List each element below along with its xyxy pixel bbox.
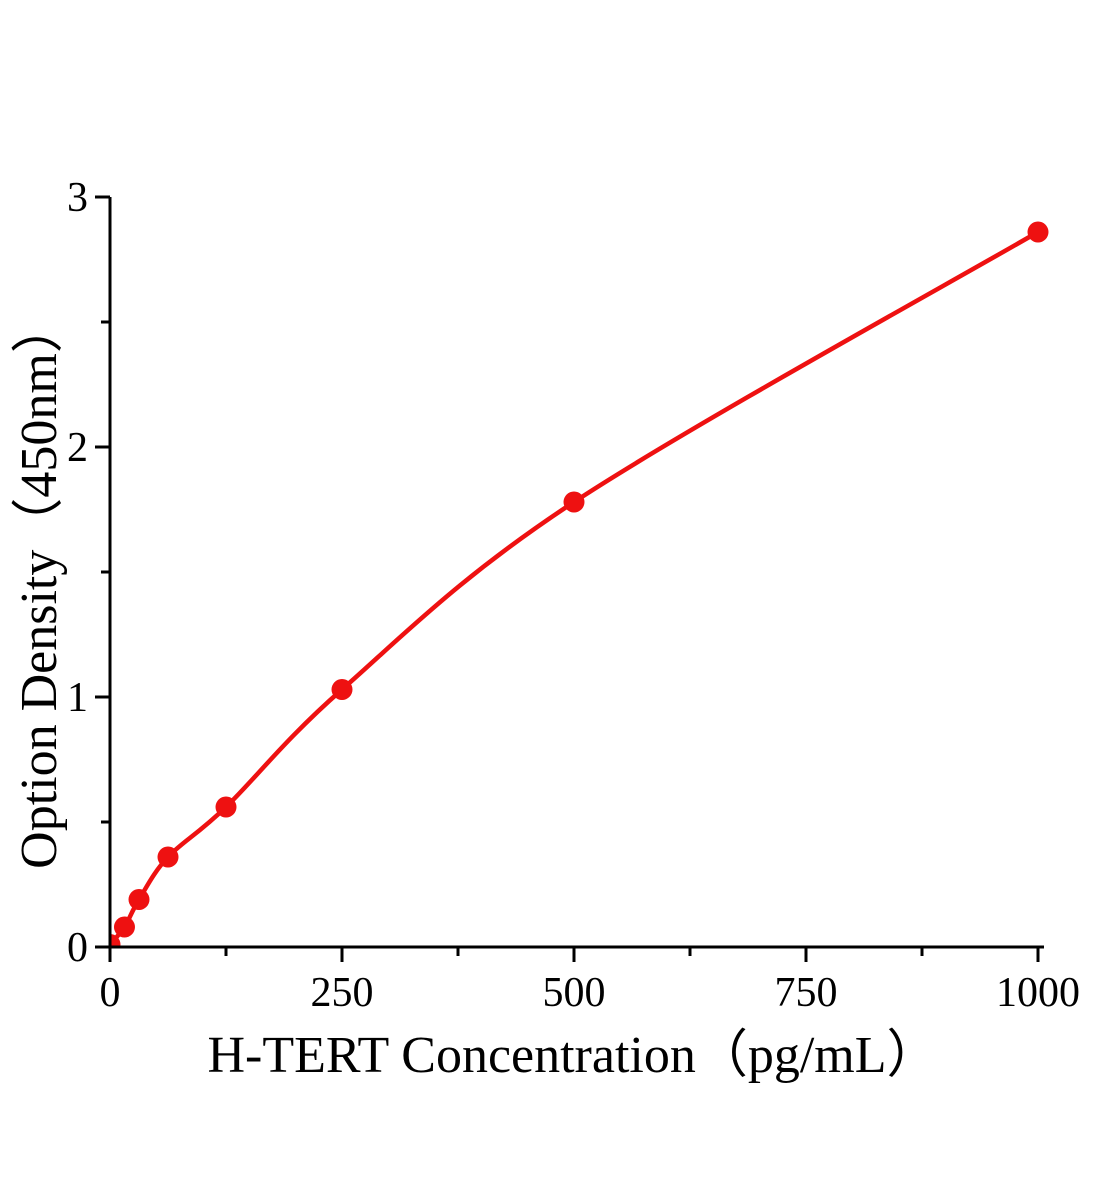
y-axis-title: Option Density（450nm） — [11, 301, 68, 869]
data-point-marker-15.6 — [113, 916, 135, 938]
fit-curve — [110, 230, 1040, 946]
data-point-marker-125 — [215, 796, 237, 818]
x-tick-label-0: 0 — [100, 970, 121, 1016]
y-tick-label-1: 1 — [67, 675, 88, 721]
y-tick-label-2: 2 — [67, 425, 88, 471]
x-axis-title: H-TERT Concentration（pg/mL） — [207, 1027, 939, 1084]
data-point-marker-500 — [563, 491, 585, 513]
x-tick-label-1000: 1000 — [996, 970, 1080, 1016]
data-point-marker-0 — [110, 934, 121, 947]
y-tick-label-0: 0 — [67, 925, 88, 971]
data-point-marker-250 — [331, 679, 353, 700]
y-tick-label-3: 3 — [67, 175, 88, 221]
x-tick-label-750: 750 — [775, 970, 838, 1016]
x-tick-label-250: 250 — [311, 970, 374, 1016]
data-point-marker-62.5 — [157, 846, 179, 868]
data-point-marker-31.25 — [128, 889, 150, 910]
data-series — [110, 221, 1049, 947]
x-tick-label-500: 500 — [543, 970, 606, 1016]
data-point-marker-1000 — [1027, 221, 1049, 243]
